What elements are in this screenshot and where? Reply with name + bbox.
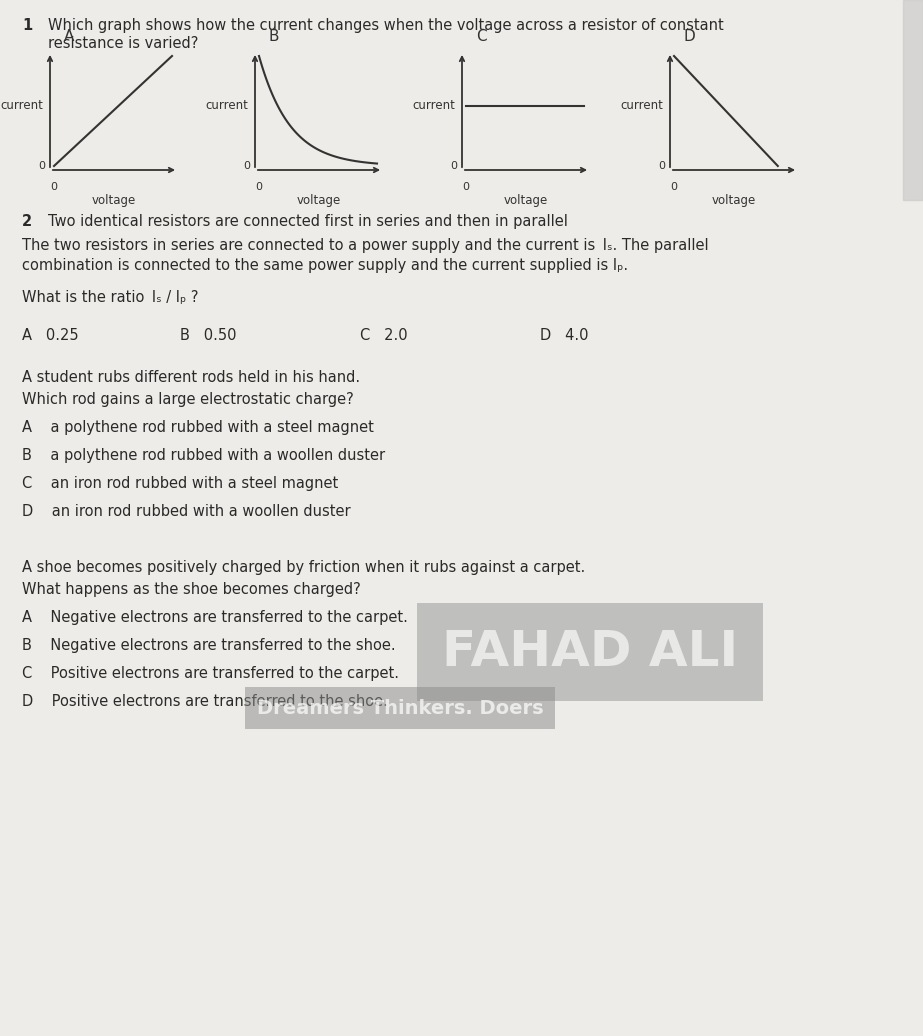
Text: What is the ratio  Iₛ / Iₚ ?: What is the ratio Iₛ / Iₚ ? <box>22 290 198 305</box>
Text: Two identical resistors are connected first in series and then in parallel: Two identical resistors are connected fi… <box>48 214 568 229</box>
Text: Which rod gains a large electrostatic charge?: Which rod gains a large electrostatic ch… <box>22 392 354 407</box>
Text: A student rubs different rods held in his hand.: A student rubs different rods held in hi… <box>22 370 360 385</box>
Text: C    an iron rod rubbed with a steel magnet: C an iron rod rubbed with a steel magnet <box>22 476 338 491</box>
Text: combination is connected to the same power supply and the current supplied is Iₚ: combination is connected to the same pow… <box>22 258 629 274</box>
Text: current: current <box>1 98 43 112</box>
Text: 0: 0 <box>38 161 45 171</box>
Text: A shoe becomes positively charged by friction when it rubs against a carpet.: A shoe becomes positively charged by fri… <box>22 560 585 575</box>
Text: 0: 0 <box>256 182 262 192</box>
Text: A    a polythene rod rubbed with a steel magnet: A a polythene rod rubbed with a steel ma… <box>22 420 374 435</box>
Text: The two resistors in series are connected to a power supply and the current is  : The two resistors in series are connecte… <box>22 238 709 253</box>
Text: A    Negative electrons are transferred to the carpet.: A Negative electrons are transferred to … <box>22 610 408 625</box>
Text: FAHAD ALI: FAHAD ALI <box>442 628 738 677</box>
Text: 0: 0 <box>51 182 57 192</box>
Text: What happens as the shoe becomes charged?: What happens as the shoe becomes charged… <box>22 582 361 597</box>
Text: D    Positive electrons are transferred to the shoe.: D Positive electrons are transferred to … <box>22 694 388 709</box>
Text: C   2.0: C 2.0 <box>360 328 408 343</box>
Text: A: A <box>64 29 75 44</box>
Text: C    Positive electrons are transferred to the carpet.: C Positive electrons are transferred to … <box>22 666 399 681</box>
Text: current: current <box>413 98 455 112</box>
Text: C: C <box>476 29 486 44</box>
Text: B    a polythene rod rubbed with a woollen duster: B a polythene rod rubbed with a woollen … <box>22 448 385 463</box>
Text: 0: 0 <box>670 182 677 192</box>
Text: voltage: voltage <box>92 194 136 207</box>
Text: D: D <box>683 29 695 44</box>
Text: 0: 0 <box>462 182 470 192</box>
Text: A   0.25: A 0.25 <box>22 328 78 343</box>
Text: 2: 2 <box>22 214 32 229</box>
Text: B    Negative electrons are transferred to the shoe.: B Negative electrons are transferred to … <box>22 638 396 653</box>
Text: voltage: voltage <box>297 194 342 207</box>
Text: 0: 0 <box>450 161 457 171</box>
Text: B: B <box>269 29 280 44</box>
Text: current: current <box>206 98 248 112</box>
Text: current: current <box>620 98 664 112</box>
Text: resistance is varied?: resistance is varied? <box>48 36 198 51</box>
Text: D   4.0: D 4.0 <box>540 328 589 343</box>
Text: Dreamers Thinkers. Doers: Dreamers Thinkers. Doers <box>257 698 544 718</box>
Text: 0: 0 <box>243 161 250 171</box>
Text: 0: 0 <box>658 161 665 171</box>
Text: voltage: voltage <box>712 194 756 207</box>
Text: B   0.50: B 0.50 <box>180 328 236 343</box>
Text: Which graph shows how the current changes when the voltage across a resistor of : Which graph shows how the current change… <box>48 18 724 33</box>
Text: 1: 1 <box>22 18 32 33</box>
Text: voltage: voltage <box>504 194 548 207</box>
Bar <box>903 0 923 200</box>
Text: D    an iron rod rubbed with a woollen duster: D an iron rod rubbed with a woollen dust… <box>22 503 351 519</box>
